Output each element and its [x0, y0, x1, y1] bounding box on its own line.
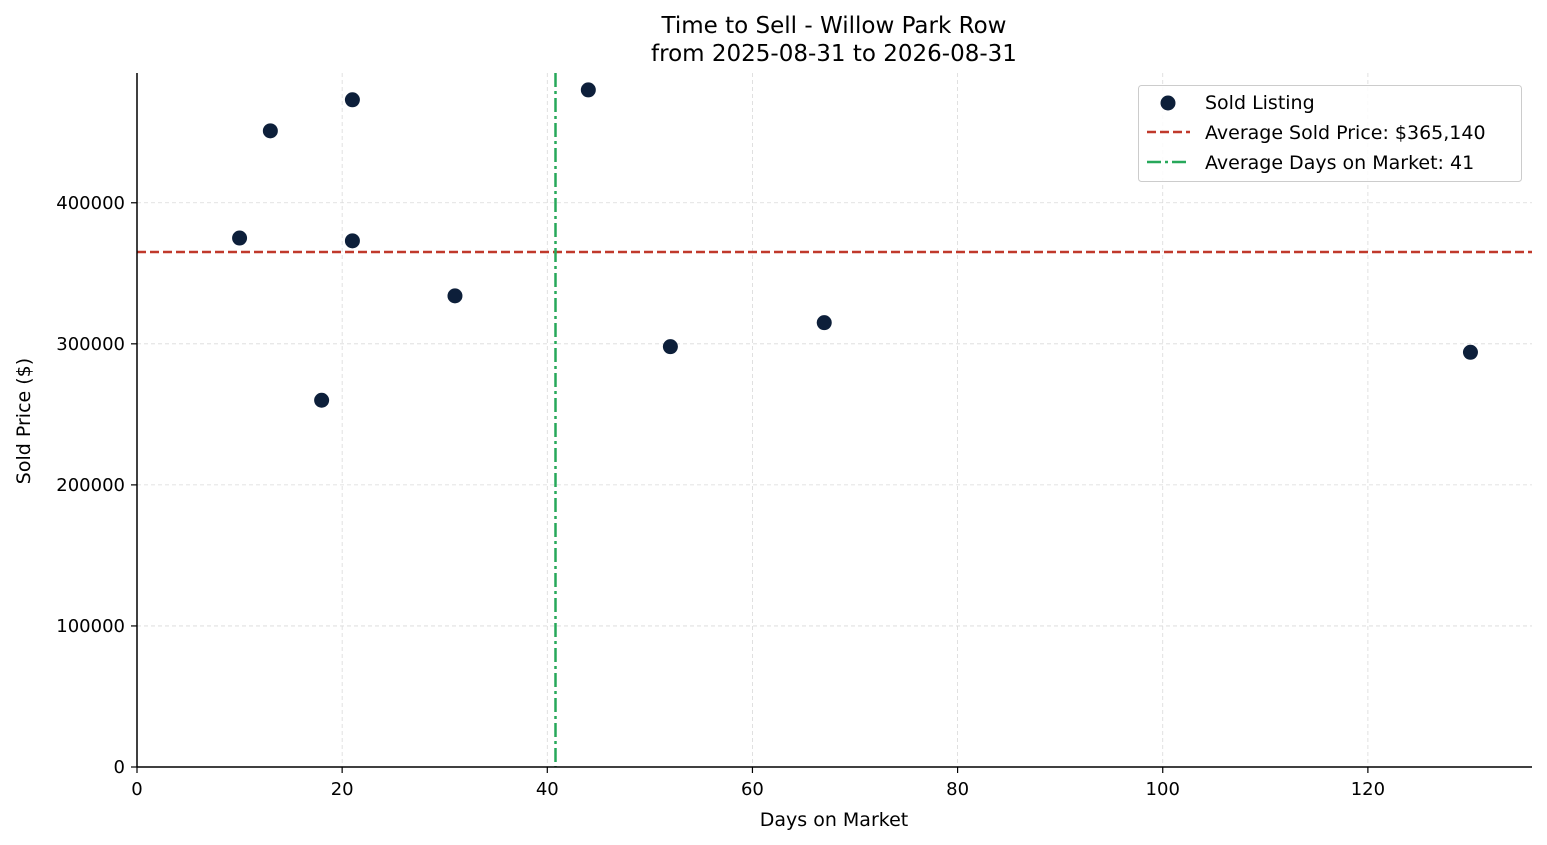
- sold-listing-point: [314, 392, 330, 408]
- legend-frame: [1138, 85, 1522, 182]
- x-axis-title: Days on Market: [760, 809, 908, 831]
- y-tick-label: 400000: [56, 193, 125, 214]
- x-tick-label: 100: [1146, 779, 1180, 800]
- legend: Sold Listing Average Sold Price: $365,14…: [1138, 85, 1522, 182]
- legend-label-sold-listing: Sold Listing: [1205, 92, 1315, 114]
- x-tick-label: 80: [946, 779, 969, 800]
- x-tick-label: 0: [131, 779, 142, 800]
- y-axis-title: Sold Price ($): [13, 358, 35, 484]
- x-tick-label: 40: [536, 779, 559, 800]
- sold-listing-point: [1462, 344, 1478, 360]
- x-tick-label: 120: [1351, 779, 1385, 800]
- legend-label-average-price: Average Sold Price: $365,140: [1205, 122, 1486, 144]
- legend-label-average-days: Average Days on Market: 41: [1205, 152, 1474, 174]
- sold-listing-point: [344, 92, 360, 108]
- legend-marker-sold-listing: [1160, 95, 1176, 111]
- y-tick-label: 300000: [56, 334, 125, 355]
- grid: [137, 73, 1532, 767]
- sold-listing-point: [816, 315, 832, 331]
- data-points: [232, 82, 1478, 408]
- chart-title: Time to Sell - Willow Park Row: [661, 13, 1007, 39]
- axes: [131, 73, 1532, 773]
- sold-listing-point: [262, 123, 278, 139]
- sold-listing-point: [662, 339, 678, 355]
- x-tick-label: 60: [741, 779, 764, 800]
- reference-lines: [137, 73, 1532, 767]
- y-tick-label: 100000: [56, 616, 125, 637]
- tick-labels: 0 20 40 60 80 100 120 0 100000 200000 300000 400000: [56, 193, 1385, 800]
- sold-listing-point: [232, 230, 248, 246]
- sold-listing-point: [447, 288, 463, 304]
- y-tick-label: 0: [114, 757, 125, 778]
- y-tick-label: 200000: [56, 475, 125, 496]
- x-tick-label: 20: [331, 779, 354, 800]
- chart-subtitle: from 2025-08-31 to 2026-08-31: [651, 41, 1017, 67]
- sold-listing-point: [344, 233, 360, 249]
- sold-listing-point: [580, 82, 596, 98]
